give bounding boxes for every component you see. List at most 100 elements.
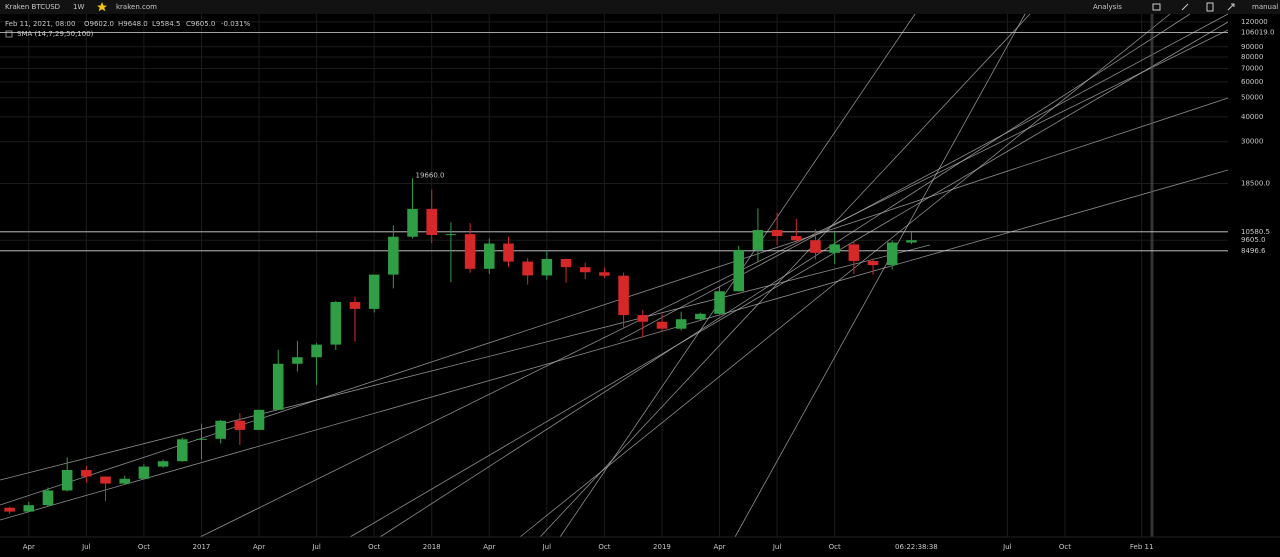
candle-body bbox=[560, 258, 572, 268]
candle-body bbox=[791, 236, 802, 241]
y-tick-label: 8496.6 bbox=[1241, 247, 1266, 255]
x-tick-label: Oct bbox=[829, 543, 841, 551]
y-tick-label: 18500.0 bbox=[1241, 180, 1270, 188]
candle-body bbox=[810, 240, 821, 253]
y-tick-label: 60000 bbox=[1241, 78, 1263, 86]
save-icon[interactable] bbox=[1206, 2, 1214, 12]
interval[interactable]: 1W bbox=[73, 3, 84, 11]
candle-body bbox=[522, 261, 533, 276]
x-tick-label: Apr bbox=[23, 543, 35, 551]
trendlines bbox=[0, 13, 1229, 538]
x-tick-label: Jul bbox=[81, 543, 91, 551]
candle-body bbox=[426, 208, 437, 236]
x-tick-label: Oct bbox=[1059, 543, 1071, 551]
candle-body bbox=[272, 363, 284, 410]
x-tick-label: 2017 bbox=[193, 543, 211, 551]
candle-body bbox=[234, 420, 246, 430]
x-tick-label: Apr bbox=[713, 543, 725, 551]
candle-body bbox=[829, 244, 840, 253]
candle-body bbox=[733, 249, 744, 292]
y-tick-label: 120000 bbox=[1241, 18, 1268, 26]
toolbar bbox=[0, 0, 1280, 14]
legend-high: H9648.0 bbox=[118, 20, 148, 28]
candle-body bbox=[503, 243, 514, 262]
peak-label: 19660.0 bbox=[416, 171, 445, 179]
legend-date: Feb 11, 2021, 08:00 bbox=[5, 20, 75, 28]
candle-body bbox=[215, 420, 226, 439]
star-icon[interactable] bbox=[97, 2, 107, 12]
candle-body bbox=[445, 234, 457, 236]
analysis-button[interactable]: Analysis bbox=[1093, 3, 1122, 11]
candle-body bbox=[407, 208, 418, 237]
legend-close: C9605.0 bbox=[186, 20, 215, 28]
candle-body bbox=[253, 409, 265, 430]
price-axis bbox=[1228, 14, 1280, 537]
candle-body bbox=[599, 272, 610, 276]
x-tick-label: Apr bbox=[483, 543, 495, 551]
x-tick-label: 2018 bbox=[423, 543, 441, 551]
layout-icon[interactable] bbox=[1152, 3, 1161, 11]
y-tick-label: 70000 bbox=[1241, 65, 1263, 73]
candle-body bbox=[388, 236, 399, 275]
candle-body bbox=[42, 490, 54, 506]
x-tick-label: Feb 11 bbox=[1130, 543, 1154, 551]
candle-body bbox=[157, 461, 169, 467]
candle-body bbox=[886, 242, 898, 266]
candle-body bbox=[484, 243, 495, 269]
user[interactable]: manual bbox=[1252, 3, 1278, 11]
candle-body bbox=[541, 258, 553, 276]
draw-icon[interactable] bbox=[1181, 3, 1189, 11]
y-tick-label: 10580.5 bbox=[1241, 228, 1270, 236]
candle-body bbox=[752, 230, 764, 250]
candle-body bbox=[138, 466, 150, 479]
x-tick-label: Jul bbox=[1002, 543, 1012, 551]
x-tick-label: Oct bbox=[368, 543, 380, 551]
legend-change: -0.031% bbox=[221, 20, 251, 28]
indicator: SMA (14,7,29,50,100) bbox=[17, 30, 94, 38]
candle-body bbox=[848, 244, 860, 262]
candle-body bbox=[61, 469, 73, 491]
fullscreen-icon[interactable] bbox=[1227, 3, 1235, 11]
legend-open: O9602.0 bbox=[84, 20, 114, 28]
x-tick-label: Jul bbox=[772, 543, 782, 551]
candle-body bbox=[464, 234, 476, 269]
candle-body bbox=[368, 274, 380, 309]
x-tick-label: 2019 bbox=[653, 543, 671, 551]
candle-body bbox=[100, 476, 111, 484]
x-tick-label: Apr bbox=[253, 543, 265, 551]
y-tick-label: 50000 bbox=[1241, 94, 1263, 102]
candle-body bbox=[637, 315, 649, 322]
legend-low: L9584.5 bbox=[152, 20, 180, 28]
y-tick-label: 80000 bbox=[1241, 53, 1263, 61]
y-tick-label: 9605.0 bbox=[1241, 236, 1266, 244]
candle-body bbox=[177, 439, 188, 462]
indicator-icon[interactable] bbox=[5, 30, 13, 38]
y-tick-label: 40000 bbox=[1241, 113, 1263, 121]
candle-body bbox=[618, 275, 629, 316]
countdown: 06:22:38:38 bbox=[895, 543, 938, 551]
candle-body bbox=[714, 291, 725, 314]
candle-body bbox=[675, 319, 687, 329]
candle-body bbox=[906, 240, 917, 243]
candle-body bbox=[656, 321, 668, 329]
candle-body bbox=[311, 344, 322, 358]
candle-body bbox=[292, 357, 303, 364]
exchange[interactable]: kraken.com bbox=[116, 3, 157, 11]
y-tick-label: 30000 bbox=[1241, 138, 1263, 146]
x-tick-label: Jul bbox=[542, 543, 552, 551]
candle-body bbox=[23, 505, 35, 512]
candle-body bbox=[867, 261, 879, 266]
y-tick-label: 106019.0 bbox=[1241, 29, 1274, 37]
x-tick-label: Jul bbox=[311, 543, 321, 551]
candle-body bbox=[4, 507, 15, 512]
candle-body bbox=[579, 267, 591, 273]
x-tick-label: Oct bbox=[138, 543, 150, 551]
candle-body bbox=[81, 469, 92, 477]
candle-body bbox=[196, 438, 207, 440]
candle-body bbox=[695, 313, 706, 320]
x-tick-label: Oct bbox=[598, 543, 610, 551]
candle-body bbox=[330, 301, 342, 345]
symbol[interactable]: Kraken BTCUSD bbox=[5, 3, 60, 11]
